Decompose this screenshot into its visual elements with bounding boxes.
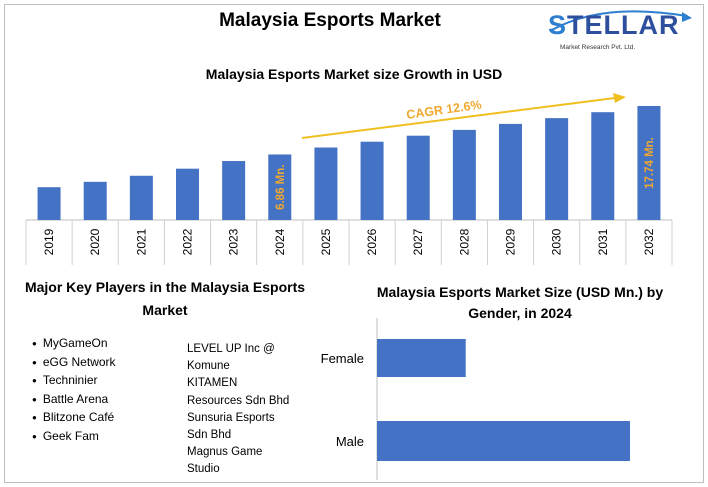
player-text-line: Sunsuria Esports [187, 411, 275, 424]
player-text-line: KITAMEN [187, 377, 238, 390]
bar-2031 [591, 112, 615, 220]
category-label-female: Female [321, 351, 364, 366]
player-text-line: Resources Sdn Bhd [187, 394, 290, 407]
logo-subtitle: Market Research Pvt. Ltd. [560, 44, 636, 51]
bar-2023 [222, 161, 246, 220]
player-text-line: Komune [187, 360, 230, 373]
outer-frame [4, 4, 704, 483]
stellar-logo: STELLAR Market Research Pvt. Ltd. [540, 8, 692, 58]
bar-2026 [360, 141, 384, 220]
tick-label-2022: 2022 [181, 228, 195, 255]
tick-label-2025: 2025 [319, 228, 333, 255]
bar-2029 [499, 123, 522, 220]
bar-2025 [314, 147, 338, 220]
player-item: eGG Network [32, 353, 116, 372]
tick-label-2029: 2029 [504, 228, 518, 255]
gender-chart-title: Malaysia Esports Market Size (USD Mn.) b… [376, 284, 664, 321]
bar-female [377, 339, 466, 377]
player-text-line: Magnus Game [187, 446, 263, 459]
bar-2020 [83, 181, 107, 220]
bar-2021 [129, 175, 153, 220]
data-label-2024: 6.86 Mn. [275, 165, 287, 210]
bar-2024 [268, 154, 292, 220]
bar-2032 [637, 106, 661, 220]
logo-swoosh-icon [551, 10, 692, 31]
tick-label-2028: 2028 [457, 228, 471, 255]
tick-label-2021: 2021 [134, 228, 148, 255]
data-label-2032: 17.74 Mn. [644, 137, 656, 189]
bar-2027 [406, 135, 430, 220]
bar-2022 [176, 168, 199, 220]
logo-initial: S [548, 10, 568, 40]
tick-label-2023: 2023 [227, 228, 241, 255]
page-title: Malaysia Esports Market [219, 10, 441, 31]
bar-2030 [545, 118, 569, 220]
player-text-line: LEVEL UP Inc @ [187, 343, 275, 355]
tick-label-2027: 2027 [411, 228, 425, 255]
tick-label-2019: 2019 [42, 228, 56, 255]
bar-2028 [452, 129, 476, 220]
bar-male [377, 421, 630, 461]
tick-label-2024: 2024 [273, 228, 287, 255]
player-item: Blitzone Café [32, 408, 116, 427]
player-item: Geek Fam [32, 427, 116, 446]
player-text-line: Sdn Bhd [187, 429, 232, 442]
tick-label-2031: 2031 [596, 228, 610, 255]
logo-text: STELLAR [548, 10, 680, 40]
tick-label-2030: 2030 [550, 228, 564, 255]
bar-2019 [37, 187, 61, 220]
players-right-text: LEVEL UP Inc @ Komune KITAMEN Resources Sdn… [187, 341, 289, 479]
player-item: Battle Arena [32, 390, 116, 409]
player-item: MyGameOn [32, 334, 116, 353]
category-label-male: Male [336, 434, 364, 449]
tick-label-2026: 2026 [365, 228, 379, 255]
cagr-arrow-head-icon [613, 93, 626, 103]
players-title: Major Key Players in the Malaysia Esport… [24, 279, 306, 318]
growth-chart-title: Malaysia Esports Market size Growth in U… [205, 66, 503, 82]
player-text-line: Studio [187, 463, 220, 476]
tick-label-2032: 2032 [642, 228, 656, 255]
cagr-arrow-line [301, 97, 616, 139]
player-item: Techninier [32, 371, 116, 390]
tick-label-2020: 2020 [88, 228, 102, 255]
players-list: MyGameOneGG NetworkTechninierBattle Aren… [32, 334, 116, 445]
